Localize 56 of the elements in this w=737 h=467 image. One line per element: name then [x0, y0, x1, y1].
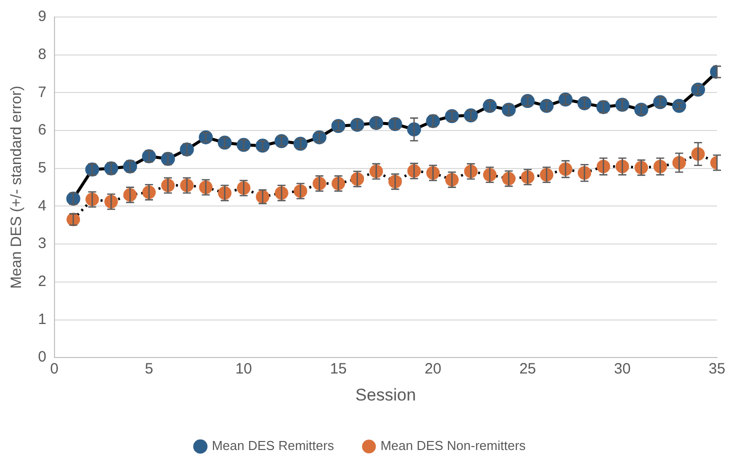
x-tick-label: 25	[519, 360, 536, 378]
point	[388, 117, 402, 132]
point	[180, 142, 194, 156]
legend-label: Mean DES Remitters	[212, 438, 334, 454]
point	[520, 94, 535, 108]
point	[236, 138, 251, 152]
x-tick-label: 30	[614, 360, 631, 378]
y-tick-label: 6	[38, 122, 46, 139]
point	[312, 130, 326, 144]
x-tick-label: 10	[235, 360, 252, 378]
point	[464, 108, 478, 122]
point	[66, 192, 80, 206]
point	[482, 98, 497, 113]
y-tick-label: 2	[38, 273, 46, 290]
point	[444, 109, 459, 124]
point	[577, 96, 592, 110]
point	[615, 98, 630, 112]
y-tick-label: 1	[38, 310, 46, 328]
x-tick-label: 35	[708, 360, 726, 378]
y-tick-label: 0	[38, 348, 46, 366]
point	[634, 102, 648, 117]
y-tick-label: 7	[38, 84, 46, 101]
legend-label: Mean DES Non-remitters	[380, 438, 526, 454]
point	[66, 212, 80, 226]
y-tick-label: 5	[38, 160, 46, 177]
point	[350, 118, 364, 132]
point	[142, 149, 156, 164]
point	[104, 161, 118, 176]
point	[369, 116, 384, 130]
y-tick-label: 4	[38, 197, 46, 214]
point	[596, 100, 610, 114]
x-tick-label: 0	[50, 360, 59, 378]
point	[672, 98, 686, 113]
point	[274, 134, 289, 148]
point	[691, 82, 706, 97]
point	[123, 159, 138, 174]
point	[293, 136, 308, 151]
x-tick-label: 5	[144, 360, 154, 378]
point	[85, 162, 100, 177]
y-tick-label: 8	[38, 46, 46, 63]
x-axis-title: Session	[355, 385, 416, 404]
point	[558, 92, 573, 106]
point	[540, 98, 554, 113]
y-axis-title: Mean DES (+/- standard error)	[8, 86, 26, 289]
x-tick-label: 20	[424, 360, 442, 378]
point	[502, 102, 516, 117]
point	[198, 130, 213, 144]
x-tick-label: 15	[330, 360, 347, 378]
point	[160, 152, 175, 166]
y-tick-label: 9	[38, 8, 46, 26]
point	[256, 138, 270, 153]
point	[331, 118, 346, 133]
y-tick-label: 3	[38, 235, 46, 252]
point	[653, 95, 668, 110]
point	[218, 136, 232, 150]
point	[426, 114, 440, 128]
